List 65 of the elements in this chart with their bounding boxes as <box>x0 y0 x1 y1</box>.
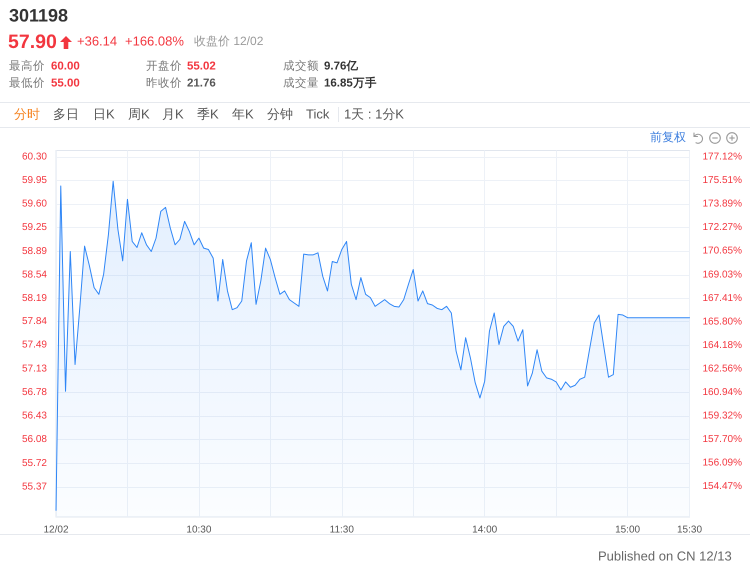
text: +36.14 <box>77 34 118 50</box>
text: 9.76亿 <box>324 60 358 74</box>
text: 多日 <box>53 106 79 122</box>
text: 57.90 <box>8 30 57 54</box>
y2-tick-label: 160.94% <box>702 387 742 398</box>
text: 最低价 <box>9 77 45 91</box>
text: 成交量 <box>283 77 319 91</box>
y-tick-label: 56.43 <box>22 410 48 422</box>
y-tick-label: 56.78 <box>22 387 48 398</box>
y-tick-label: 59.60 <box>22 198 48 210</box>
text: 成交额 <box>283 60 319 74</box>
x-tick-label: 12/02 <box>43 524 69 536</box>
y2-tick-label: 172.27% <box>702 222 742 234</box>
y-tick-label: 58.19 <box>22 292 48 304</box>
y2-tick-label: 164.18% <box>702 340 742 351</box>
text: 55.00 <box>51 77 80 91</box>
text: 开盘价 <box>146 60 182 74</box>
text: 21.76 <box>187 77 216 91</box>
y-tick-label: 57.49 <box>22 340 48 351</box>
y2-tick-label: 177.12% <box>702 152 742 163</box>
y-tick-label: 59.95 <box>22 175 48 186</box>
text: 分时 <box>14 106 40 122</box>
text: +166.08% <box>125 34 184 50</box>
x-tick-label: 11:30 <box>330 524 354 536</box>
text: 日K <box>93 106 115 122</box>
chart-title: 301198 <box>9 6 68 26</box>
y-tick-label: 58.89 <box>22 246 48 257</box>
text: Tick <box>306 106 330 122</box>
y2-tick-label: 170.65% <box>702 246 742 257</box>
y-tick-label: 56.08 <box>22 434 48 445</box>
y-tick-label: 60.30 <box>22 152 48 163</box>
y-tick-label: 57.84 <box>22 316 48 328</box>
x-tick-label: 15:30 <box>676 524 702 536</box>
y2-tick-label: 169.03% <box>702 269 742 280</box>
y2-tick-label: 157.70% <box>702 434 742 446</box>
text: 55.02 <box>187 60 216 74</box>
text: 分钟 <box>267 106 293 122</box>
y2-tick-label: 167.41% <box>702 292 742 304</box>
y-tick-label: 55.37 <box>22 481 48 492</box>
text: 年K <box>232 106 254 122</box>
text: 季K <box>197 106 219 122</box>
y2-tick-label: 165.80% <box>702 316 742 328</box>
text: 月K <box>162 106 184 122</box>
text: 收盘价 12/02 <box>194 34 264 49</box>
x-tick-label: 15:00 <box>615 524 641 536</box>
y2-tick-label: 162.56% <box>702 363 742 374</box>
y-tick-label: 55.72 <box>22 458 48 469</box>
y2-tick-label: 154.47% <box>702 481 742 492</box>
text: 前复权 <box>650 130 686 145</box>
y2-tick-label: 175.51% <box>702 174 742 186</box>
text: 60.00 <box>51 60 80 74</box>
y2-tick-label: 156.09% <box>702 458 742 469</box>
text: 周K <box>128 106 150 122</box>
text: 昨收价 <box>146 77 182 91</box>
y-tick-label: 57.13 <box>22 364 48 375</box>
text: 1天 : 1分K <box>344 106 404 122</box>
text: 16.85万手 <box>324 77 377 91</box>
y2-tick-label: 159.32% <box>702 410 742 422</box>
text: 最高价 <box>9 60 45 74</box>
text: Published on CN 12/13 <box>598 548 732 564</box>
x-tick-label: 10:30 <box>186 524 212 536</box>
x-tick-label: 14:00 <box>472 524 498 536</box>
y-tick-label: 59.25 <box>22 222 48 233</box>
y-tick-label: 58.54 <box>22 269 48 280</box>
y2-tick-label: 173.89% <box>702 198 742 210</box>
